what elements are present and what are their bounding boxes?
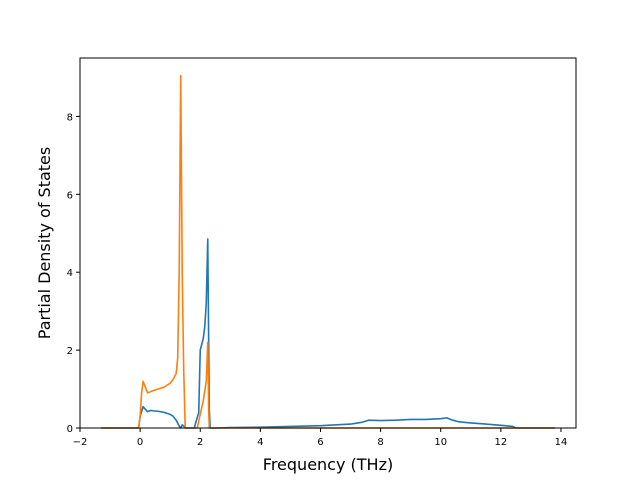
x-tick-label: 14: [555, 437, 568, 448]
plot-frame: [79, 57, 577, 429]
x-tick-label: 12: [494, 437, 507, 448]
x-tick-label: −2: [73, 437, 88, 448]
plot-background: [80, 58, 576, 428]
x-tick-label: 8: [377, 437, 383, 448]
series-line-1: [101, 238, 555, 429]
y-axis-ticks: 0 2 4 6 8: [67, 112, 80, 435]
y-tick-label: 6: [67, 190, 73, 201]
x-axis-label: Frequency (THz): [263, 455, 393, 474]
y-tick-label: 0: [67, 424, 73, 435]
y-tick-label: 8: [67, 112, 73, 123]
x-axis-ticks: −2 0 2 4 6 8 10 12 14: [73, 428, 568, 448]
x-tick-label: 4: [257, 437, 263, 448]
x-tick-label: 0: [137, 437, 143, 448]
y-tick-label: 2: [67, 346, 73, 357]
x-tick-label: 2: [197, 437, 203, 448]
x-tick-label: 10: [434, 437, 447, 448]
x-tick-label: 6: [317, 437, 323, 448]
y-tick-label: 4: [67, 268, 73, 279]
y-axis-label: Partial Density of States: [35, 147, 54, 339]
